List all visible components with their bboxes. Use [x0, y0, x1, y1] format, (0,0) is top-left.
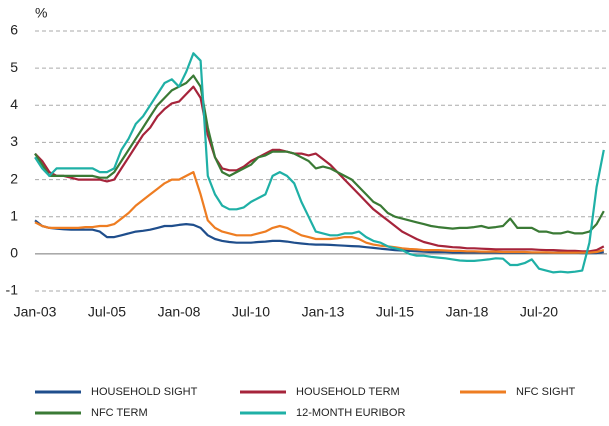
x-tick-label: Jan-13 [302, 304, 345, 320]
y-tick-label: 4 [10, 96, 18, 112]
y-tick-label: 6 [10, 22, 18, 38]
legend-label: NFC TERM [91, 407, 148, 419]
x-tick-label: Jan-08 [158, 304, 201, 320]
x-tick-label: Jul-10 [232, 304, 270, 320]
x-tick-label: Jan-03 [14, 304, 57, 320]
series-line [34, 85, 605, 253]
y-tick-label: 5 [10, 59, 18, 75]
y-tick-label: 0 [10, 245, 18, 261]
legend-label: HOUSEHOLD TERM [296, 386, 400, 398]
series-line [34, 74, 605, 235]
series-line [34, 219, 604, 255]
y-tick-label: 2 [10, 170, 18, 186]
series-line [34, 52, 605, 274]
x-tick-label: Jan-18 [446, 304, 489, 320]
series-line [34, 171, 605, 254]
y-tick-label: 3 [10, 133, 18, 149]
y-tick-label: 1 [10, 207, 18, 223]
x-tick-label: Jul-05 [88, 304, 126, 320]
legend-label: 12-MONTH EURIBOR [296, 407, 405, 419]
y-axis-label: % [35, 5, 47, 21]
x-tick-label: Jul-15 [376, 304, 414, 320]
legend-label: HOUSEHOLD SIGHT [91, 386, 198, 398]
x-tick-label: Jul-20 [520, 304, 558, 320]
legend-label: NFC SIGHT [516, 386, 576, 398]
y-tick-label: -1 [6, 282, 19, 298]
